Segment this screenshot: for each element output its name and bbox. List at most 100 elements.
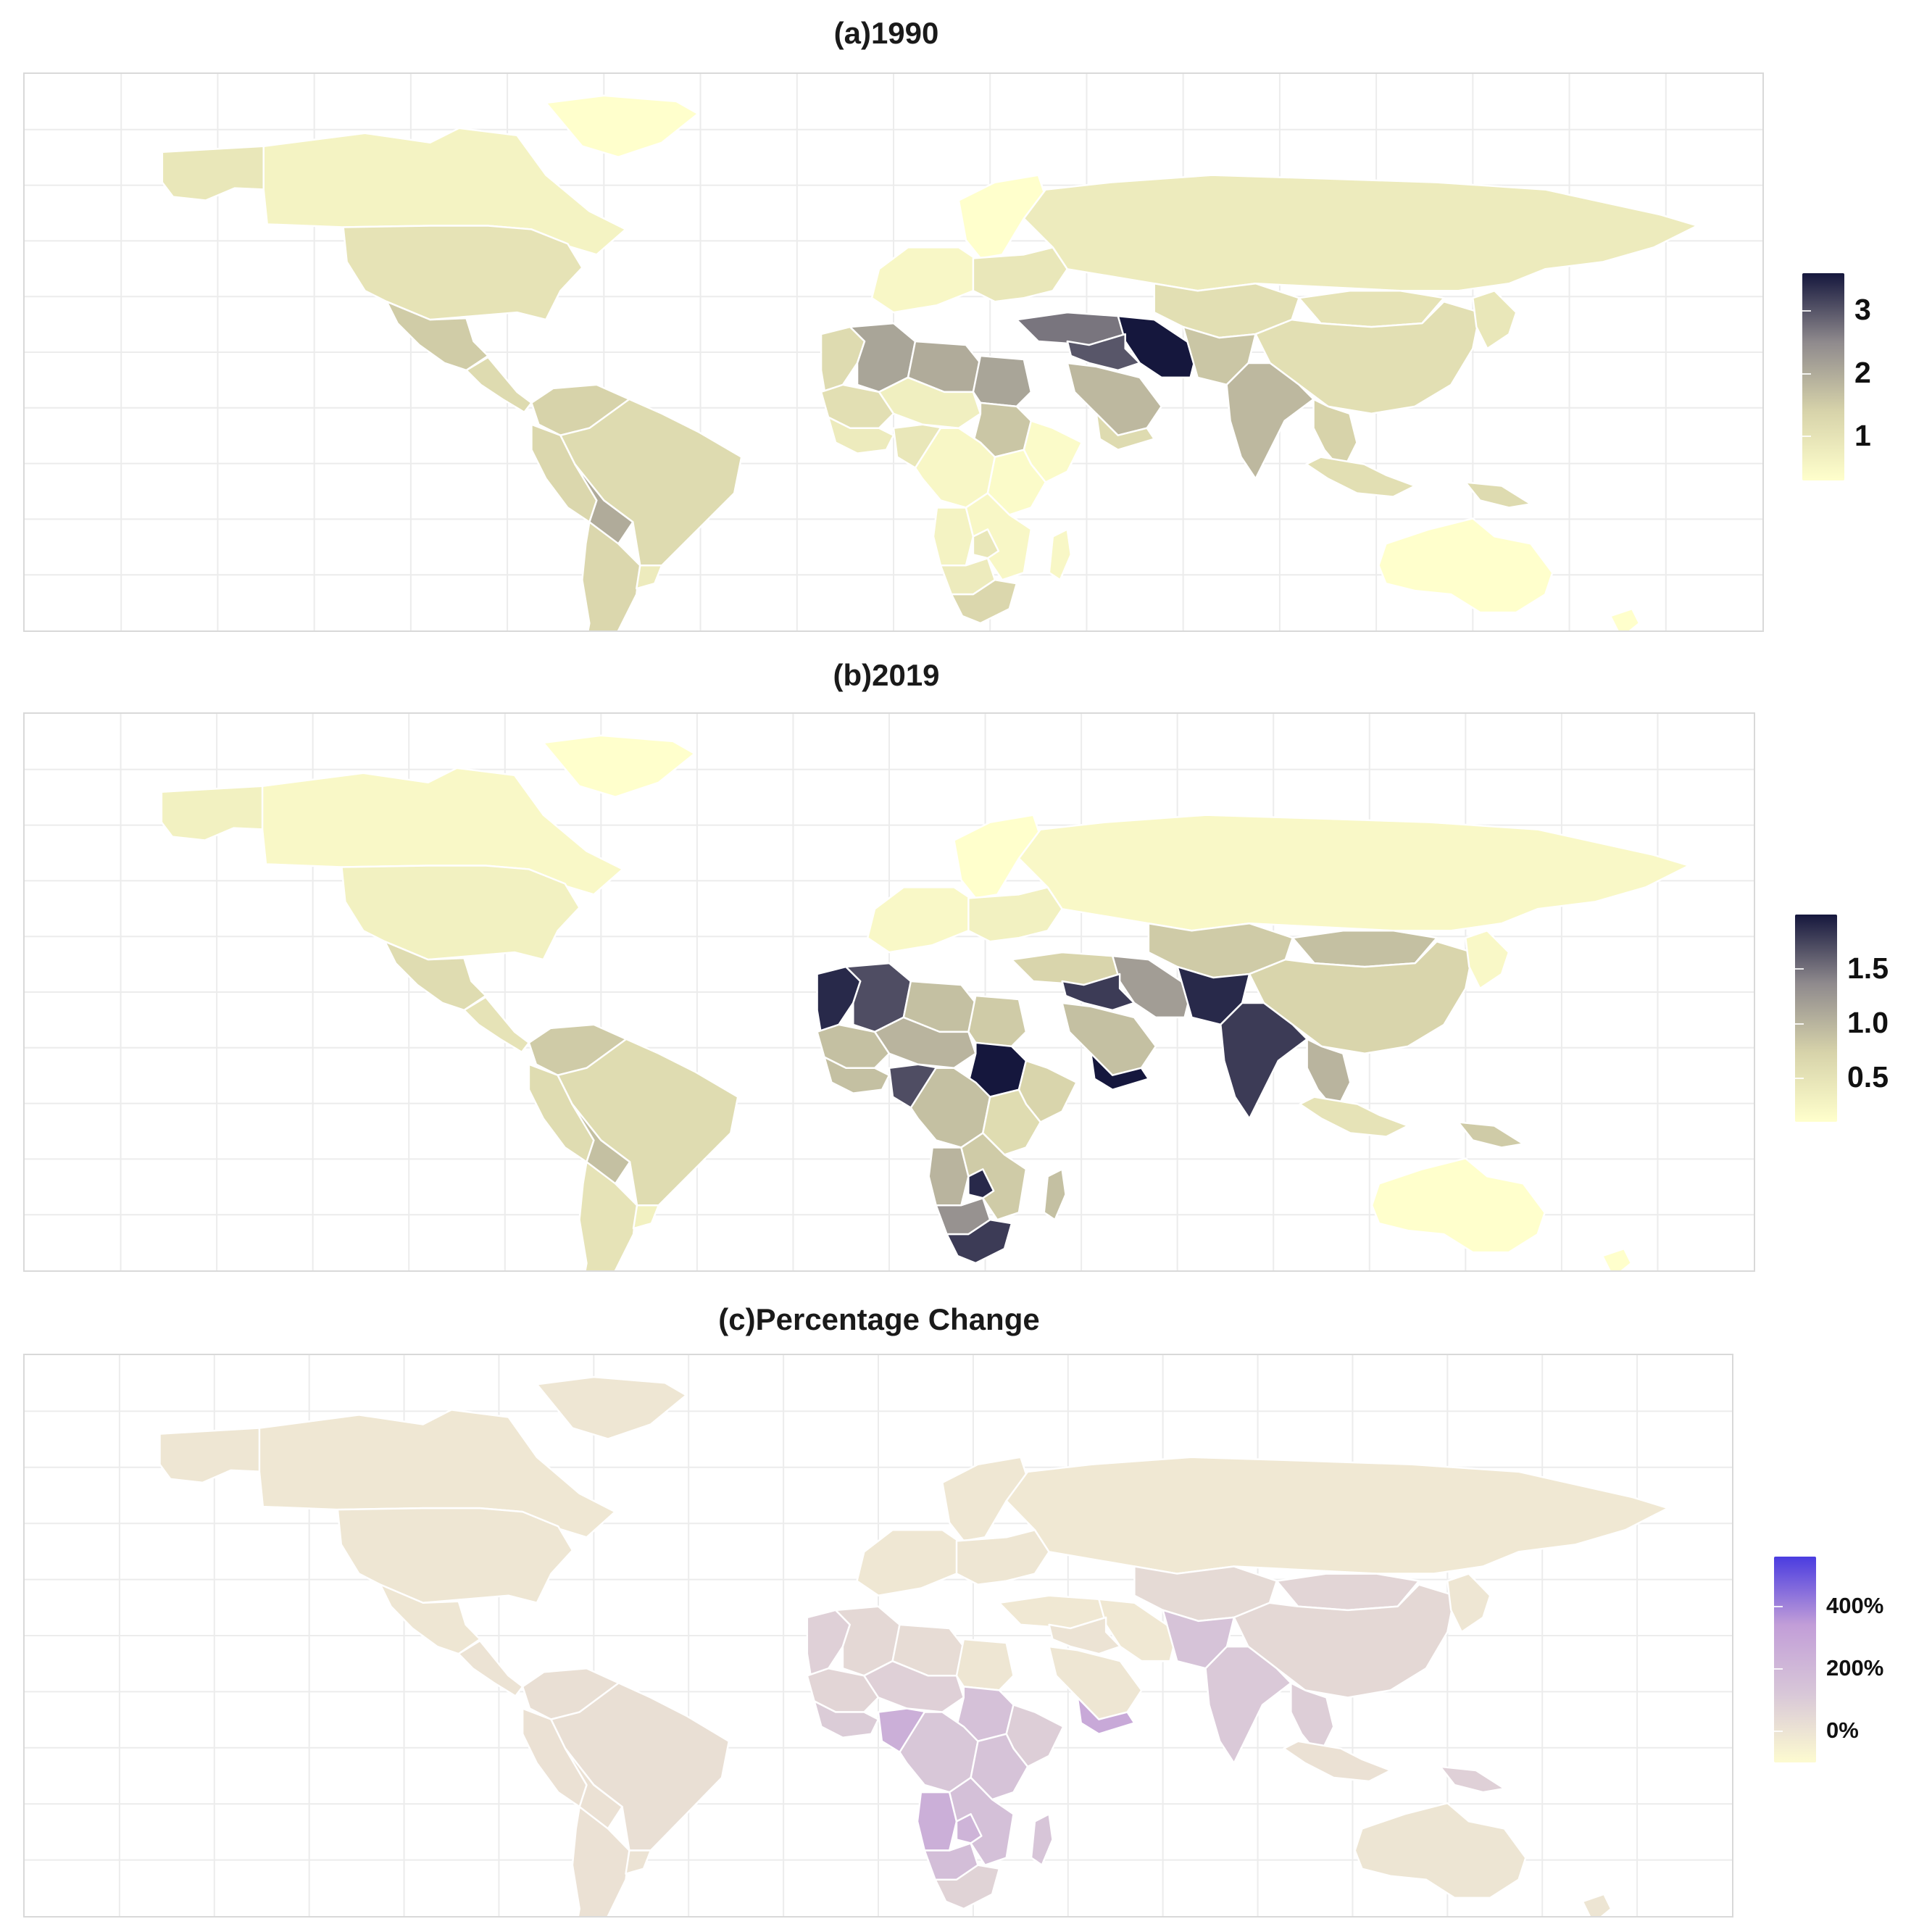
region-iraq-syria: Iraq / Syria xyxy=(1066,333,1141,372)
region-eastern-europe: Eastern Europe xyxy=(972,246,1069,303)
region-southeast-asia: Mainland Southeast Asia xyxy=(1290,1682,1335,1757)
region-west-africa: West Africa coast xyxy=(823,1056,891,1094)
region-uruguay: Uruguay xyxy=(632,1204,660,1230)
region-china: China xyxy=(1233,1583,1456,1699)
region-madagascar: Madagascar xyxy=(1030,1813,1054,1866)
panel-b-map: AlaskaCanadaGreenlandUnited StatesMexico… xyxy=(23,712,1755,1272)
region-yemen: Yemen xyxy=(1095,412,1155,451)
region-new-guinea: New Guinea xyxy=(1439,1765,1506,1794)
region-new-guinea: New Guinea xyxy=(1457,1121,1525,1149)
region-zimbabwe: Zimbabwe xyxy=(972,528,1000,559)
region-russia: Russia xyxy=(1005,1456,1669,1575)
region-russia: Russia xyxy=(1023,174,1699,292)
region-japan-korea: Japan / Korea xyxy=(1465,929,1510,990)
region-yemen: Yemen xyxy=(1090,1052,1150,1091)
region-greenland: Greenland xyxy=(542,734,696,798)
region-uruguay: Uruguay xyxy=(636,564,663,590)
region-indonesia: Indonesia xyxy=(1305,456,1416,498)
legend-tick-label: 0.5 xyxy=(1847,1060,1889,1094)
region-argentina-chile: Argentina / Chile xyxy=(578,1161,638,1270)
region-japan-korea: Japan / Korea xyxy=(1446,1573,1491,1633)
legend-tick-mark xyxy=(1802,310,1811,312)
region-mongolia: Mongolia xyxy=(1298,289,1445,328)
region-south-africa: South Africa xyxy=(946,1218,1013,1265)
legend-tick-mark xyxy=(1795,1023,1804,1025)
region-arabia: Saudi Arabia xyxy=(1048,1645,1143,1720)
region-indonesia: Indonesia xyxy=(1299,1096,1410,1138)
region-western-europe: Western Europe xyxy=(870,246,982,314)
legend-tick-label: 400% xyxy=(1826,1593,1884,1619)
region-argentina-chile: Argentina / Chile xyxy=(581,521,641,630)
panel-b-title: (b)2019 xyxy=(833,658,940,692)
panel-c-legend: 400% 200% 0% xyxy=(1774,1557,1904,1762)
region-argentina-chile: Argentina / Chile xyxy=(571,1805,630,1916)
panel-a-legend: 3 2 1 xyxy=(1802,273,1904,480)
region-southeast-asia: Mainland Southeast Asia xyxy=(1312,398,1358,472)
legend-tick-mark xyxy=(1802,372,1811,375)
region-central-america: Central America xyxy=(457,1639,524,1697)
region-layer: AlaskaCanadaGreenlandUnited StatesMexico… xyxy=(159,1375,1669,1916)
panel-c-title: (c)Percentage Change xyxy=(718,1302,1040,1336)
region-china: China xyxy=(1248,940,1474,1055)
graticule xyxy=(25,1355,1732,1916)
panel-c-map: AlaskaCanadaGreenlandUnited StatesMexico… xyxy=(23,1354,1733,1918)
legend-tick-label: 1 xyxy=(1854,418,1871,452)
region-west-africa: West Africa coast xyxy=(827,416,895,454)
legend-tick-mark xyxy=(1795,1077,1804,1079)
region-west-africa: West Africa coast xyxy=(813,1700,880,1739)
region-iran: Iran xyxy=(1098,1598,1178,1662)
region-canada: Canada xyxy=(258,1409,617,1538)
region-madagascar: Madagascar xyxy=(1048,528,1073,581)
legend-tick-label: 200% xyxy=(1826,1655,1884,1681)
region-zimbabwe: Zimbabwe xyxy=(955,1813,983,1844)
region-egypt: Egypt xyxy=(955,1638,1015,1691)
region-australia: Australia xyxy=(1354,1802,1527,1899)
region-south-africa: South Africa xyxy=(950,578,1018,625)
region-egypt: Egypt xyxy=(967,994,1028,1048)
region-iraq-syria: Iraq / Syria xyxy=(1061,973,1136,1012)
region-western-europe: Western Europe xyxy=(866,886,977,954)
region-central-america: Central America xyxy=(463,996,530,1054)
legend-tick-label: 2 xyxy=(1854,356,1871,390)
region-eastern-europe: Eastern Europe xyxy=(967,886,1063,943)
panel-b-legend: 1.5 1.0 0.5 xyxy=(1795,915,1904,1122)
region-india: India xyxy=(1204,1645,1292,1765)
region-indonesia: Indonesia xyxy=(1283,1740,1392,1783)
region-arabia: Saudi Arabia xyxy=(1066,362,1162,436)
legend-tick-mark xyxy=(1774,1605,1783,1607)
region-alaska: Alaska xyxy=(160,785,267,841)
region-new-guinea: New Guinea xyxy=(1465,481,1532,509)
colorbar xyxy=(1795,915,1837,1122)
region-arabia: Saudi Arabia xyxy=(1061,1002,1157,1076)
region-iran: Iran xyxy=(1117,315,1199,379)
region-russia: Russia xyxy=(1017,814,1690,932)
region-mongolia: Mongolia xyxy=(1275,1573,1420,1612)
region-uruguay: Uruguay xyxy=(625,1849,652,1875)
legend-tick-mark xyxy=(1802,436,1811,438)
legend-tick-label: 0% xyxy=(1826,1717,1859,1744)
region-egypt: Egypt xyxy=(972,354,1033,408)
panel-a-map: AlaskaCanadaGreenlandUnited StatesMexico… xyxy=(23,72,1764,632)
region-canada: Canada xyxy=(262,127,627,256)
region-india: India xyxy=(1220,1002,1308,1120)
colorbar xyxy=(1774,1557,1816,1762)
region-canada: Canada xyxy=(261,767,624,896)
legend-tick-label: 3 xyxy=(1854,293,1871,327)
region-india: India xyxy=(1225,362,1315,480)
region-greenland: Greenland xyxy=(536,1375,688,1440)
region-layer: AlaskaCanadaGreenlandUnited StatesMexico… xyxy=(160,734,1690,1270)
region-eastern-europe: Eastern Europe xyxy=(955,1528,1050,1586)
region-greenland: Greenland xyxy=(545,94,699,158)
region-central-america: Central America xyxy=(465,356,533,414)
region-japan-korea: Japan / Korea xyxy=(1472,289,1517,350)
region-mongolia: Mongolia xyxy=(1291,929,1438,968)
legend-tick-label: 1.0 xyxy=(1847,1005,1889,1039)
legend-tick-mark xyxy=(1774,1730,1783,1732)
region-alaska: Alaska xyxy=(161,145,268,201)
region-yemen: Yemen xyxy=(1076,1696,1136,1735)
region-iraq-syria: Iraq / Syria xyxy=(1048,1616,1121,1655)
region-zimbabwe: Zimbabwe xyxy=(967,1168,995,1199)
region-alaska: Alaska xyxy=(159,1427,265,1484)
region-usa: United States xyxy=(336,1507,574,1604)
colorbar xyxy=(1802,273,1844,480)
